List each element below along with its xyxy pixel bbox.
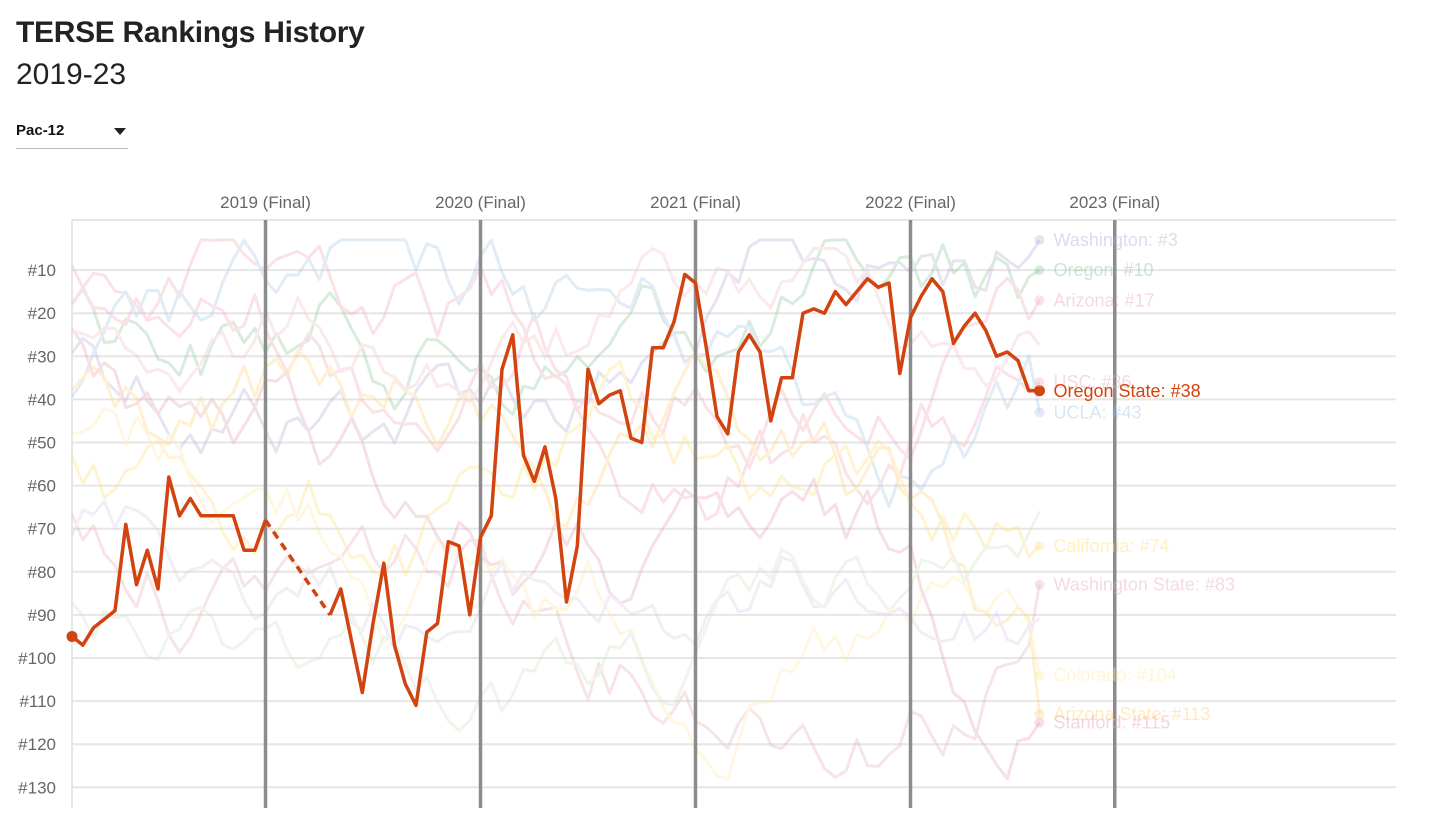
season-marker-label: 2020 (Final) xyxy=(435,193,526,212)
y-tick-label: #70 xyxy=(28,520,56,539)
y-tick-label: #10 xyxy=(28,261,56,280)
y-tick-label: #20 xyxy=(28,304,56,323)
series-end-point xyxy=(1034,717,1045,728)
y-tick-label: #100 xyxy=(18,649,56,668)
series-end-label: Washington: #3 xyxy=(1054,230,1178,250)
series-line-background xyxy=(70,510,1041,734)
series-line-washington-state xyxy=(70,513,1041,779)
series-end-label: California: #74 xyxy=(1054,536,1170,556)
series-end-label: Washington State: #83 xyxy=(1054,575,1235,595)
season-marker-label: 2021 (Final) xyxy=(650,193,741,212)
conference-dropdown[interactable]: Pac-12 xyxy=(16,116,128,149)
background-series-group xyxy=(70,238,1041,781)
highlight-line-gap xyxy=(264,519,332,616)
y-tick-label: #130 xyxy=(18,778,56,797)
rankings-chart: #10 #20 #30 #40 #50 #60 #70 #80 #90 #100 #110 #120 #… xyxy=(18,193,1396,808)
season-marker-label: 2023 (Final) xyxy=(1069,193,1160,212)
series-end-point xyxy=(1034,295,1045,306)
series-end-label: USC: #36 xyxy=(1054,372,1132,392)
series-end-label: Stanford: #115 xyxy=(1054,713,1171,733)
series-end-point xyxy=(1034,670,1045,681)
series-end-point xyxy=(1034,234,1045,245)
y-tick-label: #60 xyxy=(28,477,56,496)
highlight-line-segment xyxy=(70,475,268,647)
series-line-ucla xyxy=(70,238,1041,509)
series-end-point xyxy=(1034,377,1045,388)
chart-title: TERSE Rankings History xyxy=(16,16,365,49)
series-end-label: Arizona State: #113 xyxy=(1054,704,1211,724)
season-marker-label: 2022 (Final) xyxy=(865,193,956,212)
season-marker-label: 2019 (Final) xyxy=(220,193,311,212)
conference-dropdown-value: Pac-12 xyxy=(16,122,65,139)
series-end-point xyxy=(1034,709,1045,720)
series-line-washington xyxy=(70,238,1041,455)
series-line-arizona-state xyxy=(70,348,1041,715)
end-labels-group: Washington: #3 Oregon: #10 Arizona: #17 USC… xyxy=(1034,230,1235,733)
series-line-background xyxy=(71,246,1041,405)
series-line-background xyxy=(70,498,1041,654)
y-tick-label: #50 xyxy=(28,434,56,453)
series-line-stanford xyxy=(70,327,1041,781)
highlight-line-segment xyxy=(328,272,1040,708)
series-end-label: Arizona: #17 xyxy=(1054,290,1155,310)
y-tick-label: #80 xyxy=(28,563,56,582)
highlight-end-point xyxy=(1034,385,1045,397)
y-tick-label: #120 xyxy=(18,735,56,754)
chart-subtitle: 2019-23 xyxy=(16,58,127,91)
series-end-point xyxy=(1034,265,1045,276)
y-tick-label: #30 xyxy=(28,347,56,366)
highlight-start-point xyxy=(66,630,78,642)
series-end-label: UCLA: #43 xyxy=(1054,402,1142,422)
series-line-usc xyxy=(70,285,1041,522)
chevron-down-icon xyxy=(114,128,126,135)
highlight-end-label: Oregon State: #38 xyxy=(1054,381,1201,401)
series-end-point xyxy=(1034,407,1045,418)
y-tick-label: #90 xyxy=(28,606,56,625)
series-end-label: Colorado: #104 xyxy=(1054,665,1177,685)
series-line-california xyxy=(70,360,1041,579)
series-line-colorado xyxy=(71,406,1041,781)
series-end-point xyxy=(1034,540,1045,551)
series-end-label: Oregon: #10 xyxy=(1054,260,1154,280)
y-tick-label: #40 xyxy=(28,390,56,409)
series-line-arizona xyxy=(70,238,1041,470)
y-tick-label: #110 xyxy=(19,692,56,711)
series-end-point xyxy=(1034,579,1045,590)
